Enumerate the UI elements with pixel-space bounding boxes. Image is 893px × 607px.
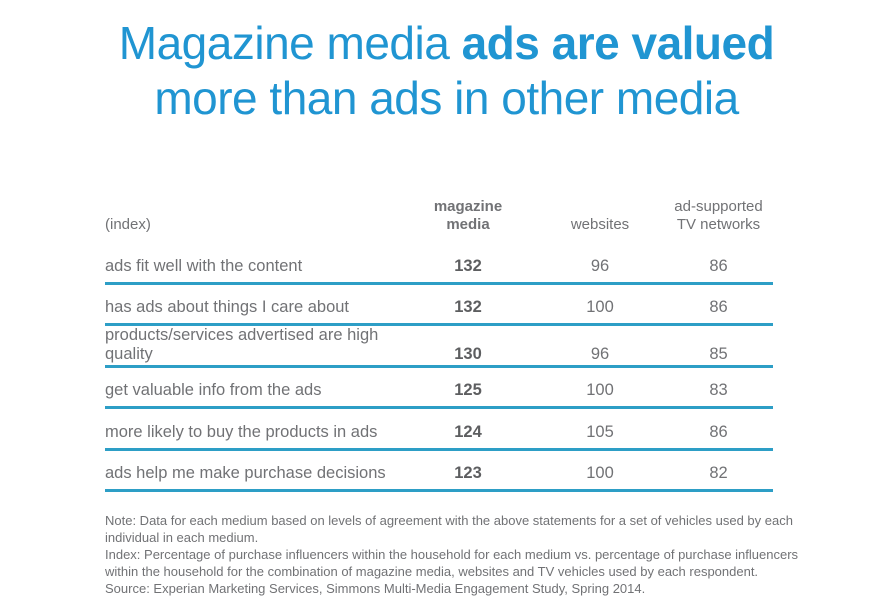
- source-text: Source: Experian Marketing Services, Sim…: [105, 581, 646, 596]
- title-bold-part: ads are valued: [461, 17, 775, 69]
- row-statement: ads fit well with the content: [105, 256, 303, 275]
- magazine-media-value: 124: [454, 422, 482, 441]
- table-row: products/services advertised are high qu…: [105, 326, 773, 368]
- magazine-media-value: 123: [454, 464, 482, 482]
- tv-networks-value: 82: [709, 464, 728, 482]
- table-row: has ads about things I care about 132 10…: [105, 285, 773, 326]
- table-row: ads fit well with the content 132 96 86: [105, 243, 773, 285]
- magazine-media-value: 132: [454, 298, 482, 316]
- index-label: (index): [105, 216, 151, 233]
- table-body: ads fit well with the content 132 96 86 …: [105, 243, 773, 492]
- index-definition-text: Index: Percentage of purchase influencer…: [105, 547, 799, 579]
- column-header-tv-networks: ad-supported TV networks: [674, 198, 763, 233]
- infographic: Magazine media ads are valued more than a…: [0, 16, 893, 597]
- row-statement: get valuable info from the ads: [105, 381, 322, 399]
- tv-networks-value: 86: [709, 298, 728, 316]
- row-statement: has ads about things I care about: [105, 298, 350, 316]
- column-header-websites: websites: [570, 216, 630, 233]
- magazine-media-value: 125: [454, 381, 482, 399]
- tv-networks-value: 86: [709, 422, 728, 441]
- table-row: ads help me make purchase decisions 123 …: [105, 451, 773, 492]
- note-text: Note: Data for each medium based on leve…: [105, 513, 793, 545]
- row-statement: ads help me make purchase decisions: [105, 464, 386, 482]
- websites-value: 105: [586, 422, 614, 441]
- row-statement: products/services advertised are high qu…: [105, 326, 379, 363]
- websites-value: 96: [590, 256, 610, 275]
- column-header-magazine-media: magazine media: [433, 198, 503, 233]
- websites-value: 96: [590, 345, 610, 363]
- title-second-line: more than ads in other media: [154, 72, 739, 124]
- table-header-row: (index) magazine media websites ad-suppo…: [105, 198, 773, 243]
- row-statement: more likely to buy the products in ads: [105, 422, 378, 441]
- tv-networks-value: 83: [709, 381, 728, 399]
- table-row: get valuable info from the ads 125 100 8…: [105, 368, 773, 409]
- table-row: more likely to buy the products in ads 1…: [105, 409, 773, 451]
- footnotes: Note: Data for each medium based on leve…: [105, 512, 811, 597]
- tv-networks-value: 85: [709, 345, 728, 363]
- websites-value: 100: [586, 464, 614, 482]
- magazine-media-value: 130: [454, 345, 482, 363]
- index-table: (index) magazine media websites ad-suppo…: [105, 198, 773, 492]
- magazine-media-value: 132: [454, 256, 482, 275]
- websites-value: 100: [586, 298, 614, 316]
- tv-networks-value: 86: [709, 256, 728, 275]
- websites-value: 100: [586, 381, 614, 399]
- page-title: Magazine media ads are valued more than a…: [0, 16, 893, 126]
- title-light-part: Magazine media: [118, 17, 462, 69]
